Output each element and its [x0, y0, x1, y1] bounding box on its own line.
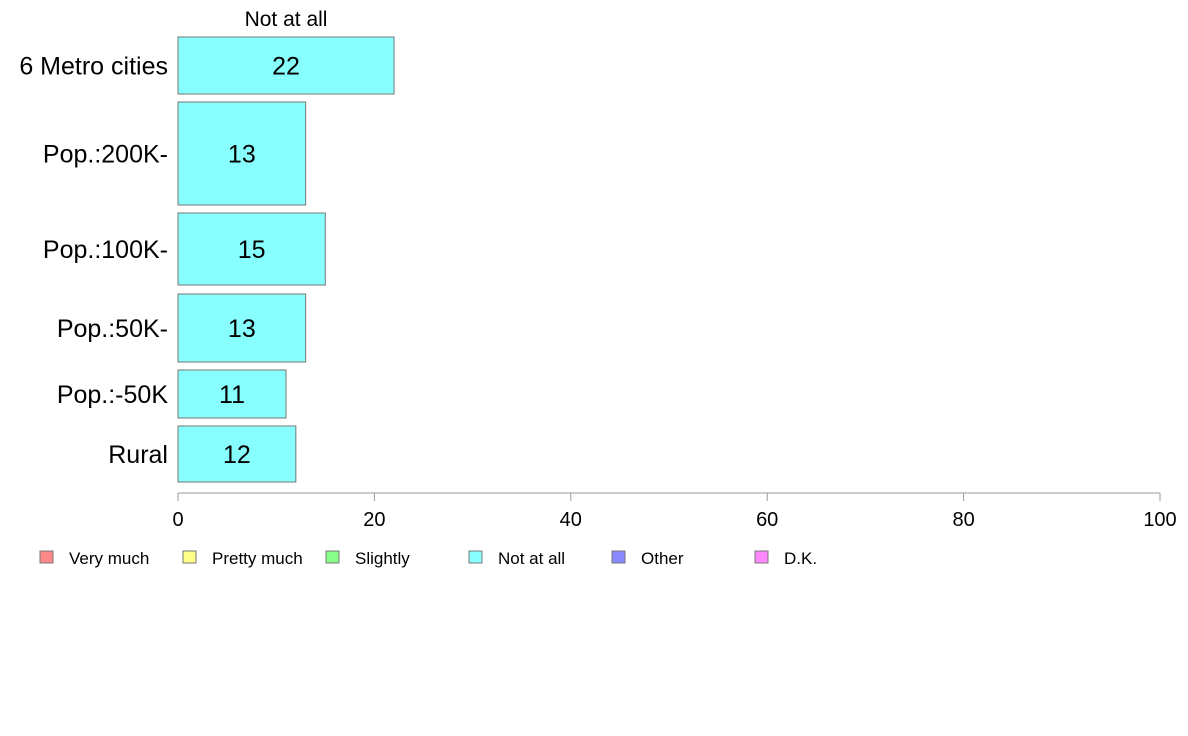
bar — [177, 36, 395, 95]
x-tick-label: 60 — [756, 509, 778, 531]
bar-value-label: 13 — [228, 141, 256, 169]
legend: Very much Pretty much Slightly Not at all Ot… — [39, 549, 817, 568]
category-label: Rural — [108, 441, 168, 469]
category-label: Pop.:-50K — [57, 381, 169, 409]
bar-value-label: 15 — [238, 236, 266, 264]
category-label: Pop.:100K- — [43, 236, 168, 264]
legend-label: D.K. — [784, 549, 817, 568]
category-label: Pop.:50K- — [57, 315, 168, 343]
bars-group: 22 13 15 13 11 12 — [177, 36, 395, 483]
legend-label: Pretty much — [212, 549, 303, 568]
legend-swatch — [754, 550, 769, 564]
legend-label: Very much — [69, 549, 149, 568]
x-tick-label: 0 — [172, 509, 183, 531]
legend-label: Not at all — [498, 549, 565, 568]
bar — [177, 369, 287, 419]
category-label: 6 Metro cities — [19, 53, 168, 81]
category-labels: 6 Metro cities Pop.:200K- Pop.:100K- Pop.:5… — [19, 53, 168, 470]
legend-swatch — [182, 550, 197, 564]
legend-swatch — [611, 550, 626, 564]
bar — [177, 425, 297, 483]
x-tick-label: 100 — [1143, 509, 1176, 531]
legend-label: Other — [641, 549, 684, 568]
legend-swatch — [39, 550, 54, 564]
bar — [177, 293, 307, 363]
bar — [177, 101, 307, 206]
category-label: Pop.:200K- — [43, 141, 168, 169]
bar-value-label: 22 — [272, 53, 300, 81]
bar — [177, 212, 326, 286]
bar-value-label: 13 — [228, 315, 256, 343]
x-tick-label: 20 — [363, 509, 385, 531]
legend-label: Slightly — [355, 549, 410, 568]
x-axis: 0 20 40 60 80 100 — [172, 492, 1177, 531]
x-tick-label: 40 — [560, 509, 582, 531]
bar-value-label: 12 — [223, 441, 251, 469]
legend-swatch — [468, 550, 483, 564]
x-tick-label: 80 — [952, 509, 974, 531]
legend-swatch — [325, 550, 340, 564]
bar-value-label: 11 — [219, 381, 245, 409]
segment-header-label: Not at all — [245, 8, 328, 31]
